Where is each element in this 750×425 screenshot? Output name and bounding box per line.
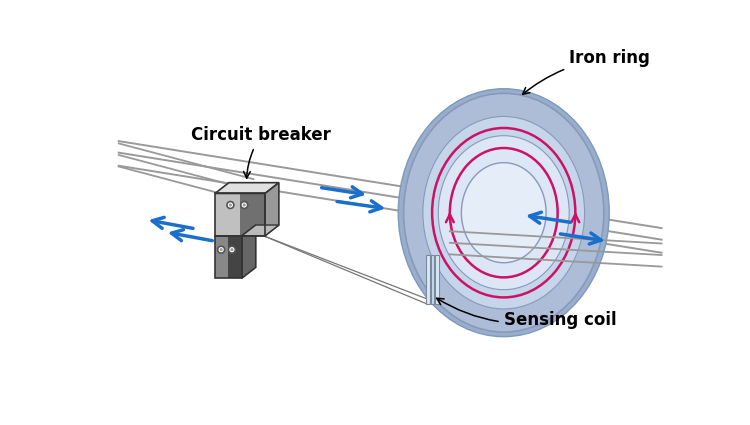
Circle shape xyxy=(227,201,234,209)
Polygon shape xyxy=(242,225,256,278)
Circle shape xyxy=(220,248,223,251)
Polygon shape xyxy=(239,193,265,236)
Circle shape xyxy=(241,201,248,209)
Ellipse shape xyxy=(438,136,569,290)
Polygon shape xyxy=(265,183,279,236)
Polygon shape xyxy=(215,183,279,193)
Ellipse shape xyxy=(423,116,584,309)
Text: Circuit breaker: Circuit breaker xyxy=(191,126,331,178)
Circle shape xyxy=(229,246,236,253)
Circle shape xyxy=(229,204,232,207)
Ellipse shape xyxy=(461,163,546,263)
Ellipse shape xyxy=(404,94,604,332)
Circle shape xyxy=(217,246,224,253)
FancyBboxPatch shape xyxy=(435,255,439,303)
Ellipse shape xyxy=(398,89,609,337)
FancyBboxPatch shape xyxy=(426,255,430,303)
Text: Sensing coil: Sensing coil xyxy=(436,298,616,329)
Circle shape xyxy=(230,248,233,251)
Polygon shape xyxy=(215,236,228,278)
Text: Iron ring: Iron ring xyxy=(523,48,650,94)
FancyBboxPatch shape xyxy=(430,255,434,303)
Polygon shape xyxy=(242,225,279,236)
Polygon shape xyxy=(228,236,242,278)
Circle shape xyxy=(243,204,246,207)
Polygon shape xyxy=(215,193,239,236)
